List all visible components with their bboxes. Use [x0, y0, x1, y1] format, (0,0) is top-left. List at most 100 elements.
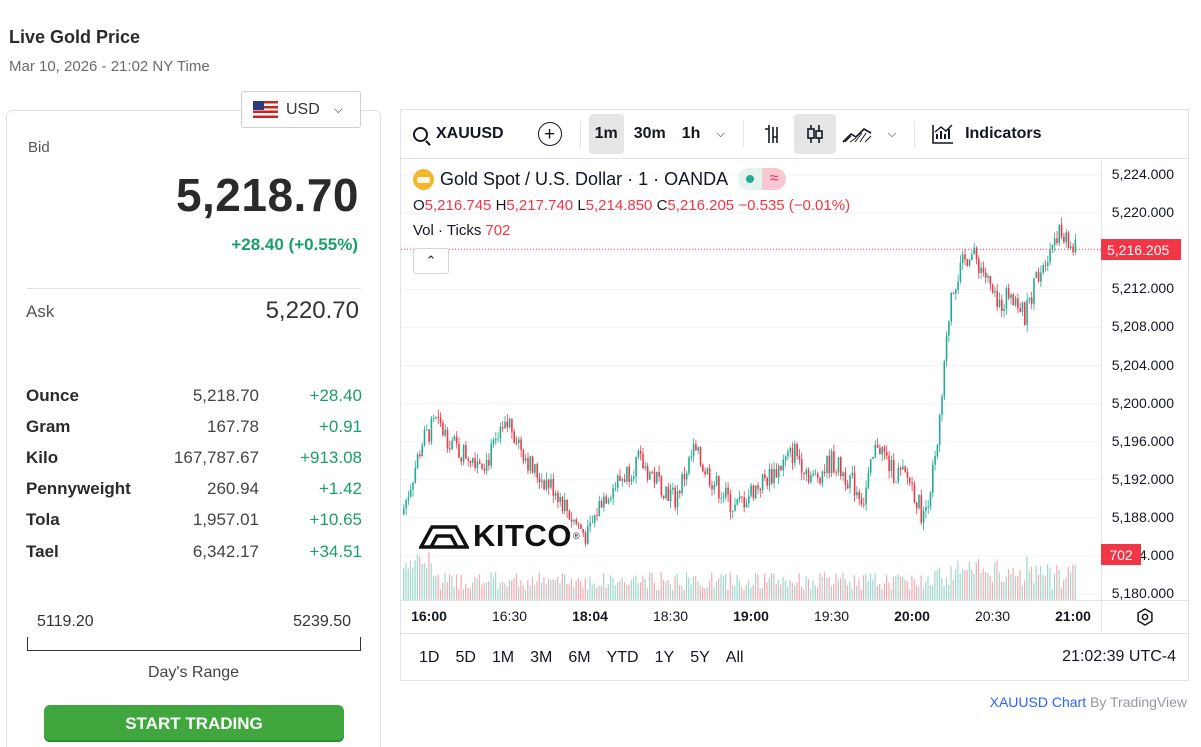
range-1y[interactable]: 1Y: [654, 648, 675, 666]
volume-bar: [534, 584, 536, 600]
bars-chart-icon[interactable]: [752, 114, 794, 154]
chart-link[interactable]: XAUUSD Chart: [989, 694, 1087, 710]
volume-bar: [745, 584, 747, 600]
candle: [1063, 232, 1065, 245]
compare-add-icon[interactable]: +: [537, 122, 562, 146]
range-1m[interactable]: 1M: [491, 648, 515, 666]
candle: [913, 480, 916, 504]
range-ytd[interactable]: YTD: [606, 648, 639, 666]
interval-1h[interactable]: 1h: [681, 125, 701, 142]
candle: [932, 459, 934, 498]
currency-select[interactable]: USD ⌵: [241, 91, 361, 128]
candle: [621, 477, 624, 487]
time-axis-tick: 16:00: [411, 608, 447, 624]
volume-bar: [442, 582, 444, 600]
candle: [426, 424, 428, 431]
collapse-legend-button[interactable]: ⌃: [413, 248, 449, 274]
volume-bar: [460, 575, 462, 600]
candle: [803, 472, 805, 481]
range-1d[interactable]: 1D: [419, 648, 440, 666]
table-row: Ounce 5,218.70 +28.40: [26, 380, 362, 411]
volume-bar: [633, 577, 635, 600]
candle: [823, 464, 826, 477]
candle: [1042, 262, 1044, 275]
range-5d[interactable]: 5D: [455, 648, 476, 666]
search-icon: [413, 126, 428, 142]
date-range-bar: 1D 5D 1M 3M 6M YTD 1Y 5Y All 21:02:39 UT…: [401, 633, 1188, 681]
volume-bar: [635, 575, 637, 600]
close-label: C: [656, 197, 668, 214]
candle: [593, 514, 596, 528]
price-chart[interactable]: [401, 160, 1101, 600]
volume-bar: [994, 562, 996, 600]
volume-bar: [520, 579, 522, 600]
volume-bar: [469, 588, 471, 600]
volume-bar: [414, 560, 416, 600]
range-5y[interactable]: 5Y: [690, 648, 710, 666]
chart-settings-button[interactable]: [1101, 600, 1188, 632]
candle: [1003, 304, 1005, 318]
candle: [1037, 267, 1040, 283]
volume-bar: [564, 574, 566, 600]
volume-bar: [754, 572, 757, 600]
candle: [718, 475, 720, 504]
volume-bar: [876, 586, 878, 600]
candle: [860, 493, 863, 507]
market-status-pill[interactable]: ≈: [738, 168, 787, 190]
candle: [541, 473, 543, 489]
volume-bar: [764, 573, 766, 600]
volume-bar: [869, 573, 872, 600]
candle: [407, 490, 410, 505]
candle: [561, 495, 564, 514]
candle: [909, 477, 911, 487]
volume-bar: [803, 589, 805, 600]
candle: [927, 500, 929, 515]
start-trading-button[interactable]: START TRADING: [44, 705, 344, 742]
candle: [428, 429, 430, 445]
candle: [798, 448, 801, 465]
candle: [695, 439, 697, 451]
candle: [1019, 302, 1021, 313]
candle: [892, 452, 895, 485]
volume-bar: [656, 589, 658, 600]
interval-1m[interactable]: 1m: [588, 114, 624, 154]
range-all[interactable]: All: [725, 648, 744, 666]
divider: [914, 121, 916, 147]
candle: [748, 488, 750, 508]
volume-bar: [658, 589, 660, 600]
interval-30m[interactable]: 30m: [633, 125, 666, 142]
time-axis[interactable]: 16:00 16:30 18:04 18:30 19:00 19:30 20:00 20:30…: [401, 600, 1101, 632]
volume-bar: [570, 578, 573, 600]
open-label: O: [413, 197, 425, 214]
volume-bar: [998, 572, 1000, 600]
volume-bar: [501, 582, 504, 600]
candle: [883, 445, 886, 460]
candle: [460, 457, 463, 466]
indicators-button[interactable]: Indicators: [923, 114, 1042, 154]
chevron-down-icon[interactable]: ⌵: [716, 127, 725, 140]
candle: [674, 485, 676, 512]
volume-bar: [495, 572, 497, 600]
volume-bar: [699, 585, 701, 600]
candle: [437, 409, 440, 425]
candle: [660, 475, 663, 498]
chevron-down-icon[interactable]: ⌵: [887, 127, 897, 140]
range-6m[interactable]: 6M: [568, 648, 591, 666]
candle: [458, 437, 460, 459]
symbol-search-button[interactable]: XAUUSD: [413, 114, 504, 154]
volume-bar: [497, 588, 499, 600]
candle: [564, 492, 566, 515]
chart-clock[interactable]: 21:02:39 UTC-4: [1062, 648, 1176, 665]
candles-chart-icon[interactable]: [793, 114, 836, 154]
unit-price: 167.78: [207, 416, 259, 436]
table-row: Tael 6,342.17 +34.51: [26, 536, 362, 567]
candle: [435, 416, 437, 421]
candle: [472, 457, 474, 467]
range-3m[interactable]: 3M: [530, 648, 553, 666]
legend-title: Gold Spot / U.S. Dollar · 1 · OANDA: [440, 168, 729, 189]
candle: [846, 479, 849, 490]
area-chart-icon[interactable]: [836, 114, 878, 154]
volume-bar: [975, 562, 977, 600]
price-axis[interactable]: 5,224.0005,220.0005,216.0005,212.0005,20…: [1101, 160, 1188, 601]
candle: [610, 495, 612, 503]
